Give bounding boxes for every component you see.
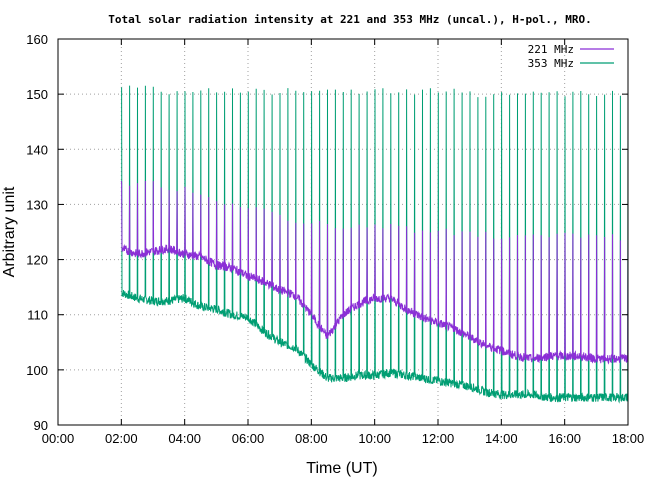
y-axis-label: Arbitrary unit [1, 186, 18, 277]
x-tick-label: 12:00 [422, 431, 455, 446]
x-axis-ticks: 00:00 02:00 04:00 06:00 08:00 10:00 12:00 14:00… [42, 39, 645, 446]
plot-frame [57, 38, 629, 426]
x-tick-label: 00:00 [42, 431, 75, 446]
y-tick-label: 100 [26, 363, 48, 378]
x-tick-label: 04:00 [168, 431, 201, 446]
series-line-353-mhz [120, 85, 629, 404]
y-axis-ticks: 90 100 110 120 130 140 150 160 [26, 32, 628, 433]
legend: 221 MHz 353 MHz [528, 43, 614, 70]
x-tick-label: 06:00 [232, 431, 265, 446]
x-tick-label: 16:00 [548, 431, 581, 446]
x-tick-label: 10:00 [358, 431, 391, 446]
y-tick-label: 160 [26, 32, 48, 47]
y-tick-label: 150 [26, 87, 48, 102]
chart-title: Total solar radiation intensity at 221 a… [108, 13, 591, 26]
x-tick-label: 14:00 [485, 431, 518, 446]
y-tick-label: 130 [26, 197, 48, 212]
x-axis-label: Time (UT) [306, 460, 377, 477]
y-tick-label: 140 [26, 142, 48, 157]
y-tick-label: 90 [34, 418, 48, 433]
x-tick-label: 02:00 [105, 431, 138, 446]
legend-label-221: 221 MHz [528, 43, 574, 56]
y-tick-label: 110 [27, 308, 48, 323]
series-line-221-mhz [120, 180, 629, 365]
legend-label-353: 353 MHz [528, 57, 574, 70]
y-tick-label: 120 [26, 253, 48, 268]
x-tick-label: 18:00 [612, 431, 645, 446]
x-tick-label: 08:00 [295, 431, 328, 446]
series-layer [120, 85, 629, 404]
